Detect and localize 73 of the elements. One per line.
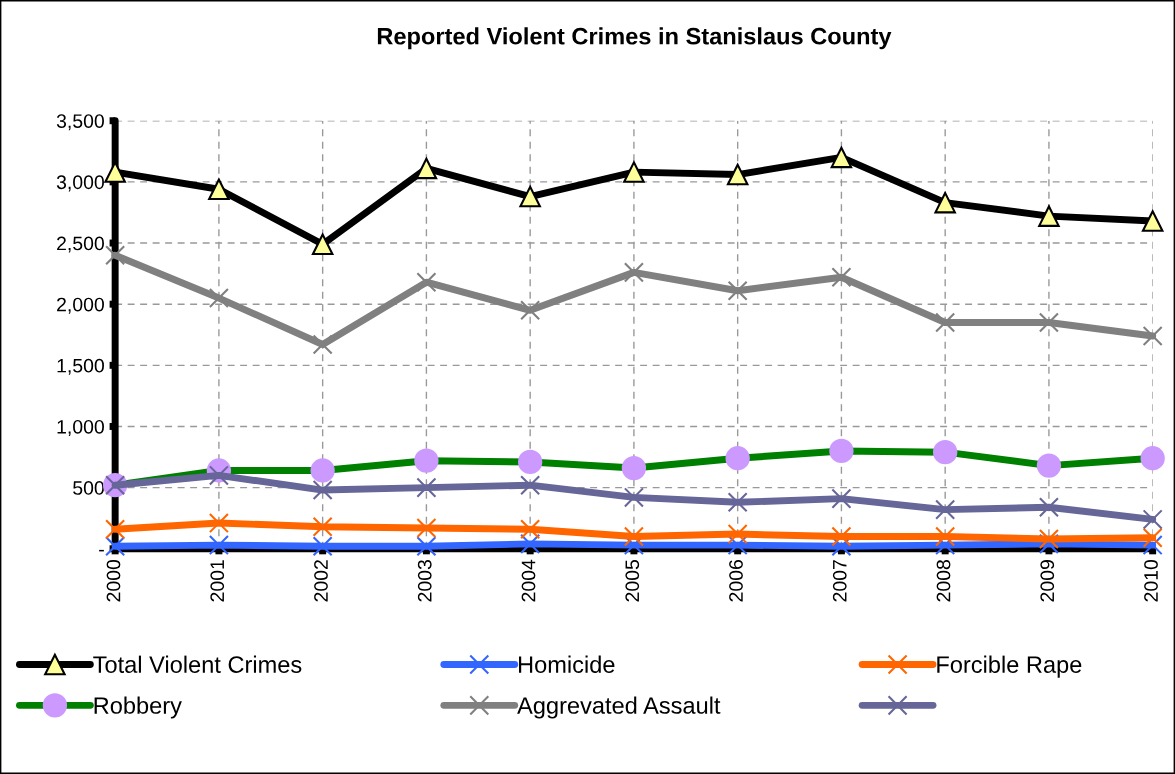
point xyxy=(1038,205,1060,227)
point xyxy=(416,477,437,498)
point xyxy=(623,161,645,183)
point xyxy=(104,161,126,183)
y-tick-label: 2,000 xyxy=(57,297,104,314)
point xyxy=(935,312,956,333)
x-tick-label: 2001 xyxy=(210,560,225,602)
x-tick-label: 2008 xyxy=(936,560,951,602)
point xyxy=(623,262,644,283)
x-tick-label: 2002 xyxy=(314,560,328,602)
point xyxy=(935,499,956,520)
legend-label: Aggrevated Assault xyxy=(517,696,721,719)
point xyxy=(208,535,229,556)
point xyxy=(520,475,541,496)
point xyxy=(935,526,956,547)
x-tick-label: 2000 xyxy=(106,559,121,602)
point xyxy=(726,163,749,186)
x-tick-label: 2007 xyxy=(832,560,847,602)
x-tick-label: 2010 xyxy=(1144,559,1158,602)
point xyxy=(208,178,230,200)
point xyxy=(934,191,956,214)
x-tick-label: 2006 xyxy=(729,560,743,602)
point xyxy=(312,480,333,501)
point xyxy=(311,233,334,256)
point xyxy=(1038,497,1059,518)
y-tick-label: 3,500 xyxy=(56,114,104,131)
point xyxy=(831,488,852,509)
y-tick-label: - xyxy=(99,549,104,552)
point xyxy=(208,288,229,309)
point xyxy=(416,272,437,293)
point xyxy=(1141,210,1164,232)
x-tick-label: 2003 xyxy=(417,560,432,602)
point xyxy=(312,516,333,537)
point xyxy=(520,300,541,321)
point xyxy=(623,526,644,547)
point xyxy=(830,146,853,169)
point xyxy=(105,536,126,557)
point xyxy=(831,267,852,288)
legend-label: Forcible Rape xyxy=(937,655,1082,678)
point xyxy=(416,517,437,539)
x-tick-label: 2009 xyxy=(1040,560,1055,602)
y-tick-label: 3,000 xyxy=(56,175,104,192)
x-tick-label: 2004 xyxy=(521,559,536,602)
point xyxy=(1142,509,1163,530)
point xyxy=(312,334,333,355)
point xyxy=(312,536,333,557)
point xyxy=(1038,312,1059,333)
point xyxy=(208,513,229,534)
chart-title: Reported Violent Crimes in Stanislaus County xyxy=(377,27,892,50)
y-tick-label: 500 xyxy=(73,481,104,495)
y-tick-label: 1,500 xyxy=(57,358,104,375)
point xyxy=(727,492,748,513)
point xyxy=(727,280,748,301)
legend-label: Total Violent Crimes xyxy=(93,655,302,673)
legend-label: Robbery xyxy=(94,696,182,719)
x-tick-label: 2005 xyxy=(625,559,640,602)
point xyxy=(727,524,748,545)
point xyxy=(105,245,126,266)
point xyxy=(1142,527,1163,548)
point xyxy=(105,519,126,540)
point xyxy=(416,536,437,557)
point xyxy=(520,519,541,540)
point xyxy=(1142,325,1163,347)
point xyxy=(1038,528,1059,550)
point xyxy=(519,185,541,208)
point xyxy=(623,487,644,508)
point xyxy=(415,157,438,180)
y-tick-label: 1,000 xyxy=(57,419,104,437)
point xyxy=(208,465,229,486)
point xyxy=(831,526,852,547)
y-tick-label: 2,500 xyxy=(57,236,104,253)
legend-label: Homicide xyxy=(519,655,615,673)
point xyxy=(520,533,541,554)
